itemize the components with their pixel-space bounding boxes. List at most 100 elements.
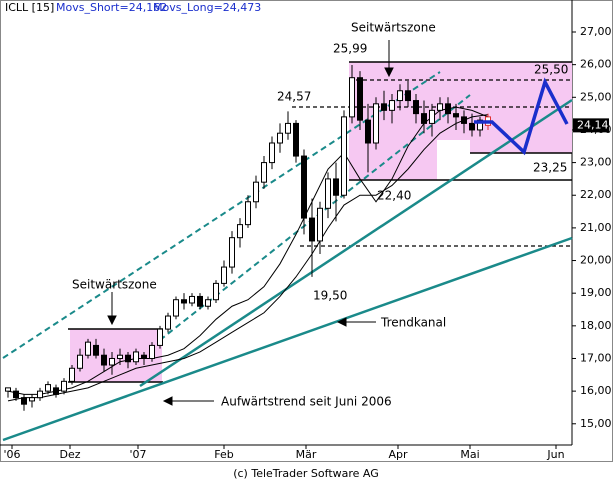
candle-body (397, 90, 403, 102)
candle-body (261, 162, 267, 183)
candle-body (221, 266, 227, 284)
annotation: Trendkanal (380, 316, 446, 330)
candle-body (437, 103, 443, 111)
candle-body (5, 387, 11, 392)
candle-body (173, 299, 179, 317)
trend-line (139, 98, 573, 388)
candle-body (301, 155, 307, 219)
header-ma: Movs_Short=24,162 (56, 1, 167, 14)
candle-body (109, 357, 115, 366)
header-ma: Movs_Long=24,473 (153, 1, 261, 14)
candle-body (149, 344, 155, 359)
y-tick-label: 20,00 (580, 254, 612, 267)
candle-body (477, 119, 483, 131)
zone-box (349, 62, 572, 180)
candle-body (413, 100, 419, 115)
candle-body (101, 354, 107, 366)
annotation: 22,40 (377, 189, 411, 203)
x-tick-label: '06 (3, 448, 20, 461)
candle-body (453, 113, 459, 118)
annotation: 25,50 (534, 63, 568, 77)
annotation: 25,99 (333, 42, 367, 56)
x-tick-label: Apr (388, 448, 408, 461)
candle-body (133, 351, 139, 363)
price-marker-label: 24,14 (577, 118, 609, 131)
candle-body (93, 344, 99, 356)
candle-body (325, 178, 331, 209)
y-tick-label: 22,00 (580, 188, 612, 201)
candle-body (69, 367, 75, 382)
candle-body (229, 237, 235, 268)
candle-body (357, 77, 363, 121)
candle-body (245, 201, 251, 226)
candle-body (13, 390, 19, 399)
candle-body (373, 103, 379, 144)
annotation: Seitwärtszone (72, 278, 157, 292)
trend-line (2, 236, 573, 442)
candle-body (421, 113, 427, 124)
arrow-head (384, 67, 394, 78)
candle-body (85, 341, 91, 356)
candle-body (29, 397, 35, 402)
candle-body (197, 295, 203, 307)
candle-body (205, 299, 211, 307)
candle-body (405, 90, 411, 102)
candle-body (365, 119, 371, 144)
projection (474, 77, 569, 156)
candle-body (333, 178, 339, 196)
candle-body (317, 207, 323, 242)
y-tick-label: 23,00 (580, 156, 612, 169)
y-tick-label: 27,00 (580, 25, 612, 38)
arrow-head (162, 396, 173, 406)
candle-body (341, 116, 347, 196)
candle-body (269, 142, 275, 164)
x-tick-label: Jun (546, 448, 564, 461)
arrow-head (107, 315, 117, 326)
candle-body (309, 217, 315, 242)
candle-body (429, 109, 435, 124)
candle-body (189, 295, 195, 304)
candle-body (277, 132, 283, 144)
candle-body (253, 181, 259, 203)
candle-body (237, 224, 243, 239)
zone-box (70, 329, 162, 382)
x-tick-label: Dez (59, 448, 80, 461)
candle-body (53, 387, 59, 395)
y-tick-label: 16,00 (580, 384, 612, 397)
candle-body (349, 77, 355, 118)
x-tick-label: '07 (129, 448, 146, 461)
y-tick-label: 15,00 (580, 417, 612, 430)
candle-body (469, 122, 475, 131)
candle-body (165, 315, 171, 330)
header-symbol: ICLL [15] (5, 1, 54, 14)
x-tick-label: Mai (460, 448, 479, 461)
y-tick-label: 19,00 (580, 286, 612, 299)
x-tick-label: Mär (296, 448, 317, 461)
arrow-head (336, 317, 347, 327)
candle-body (21, 397, 27, 405)
channel-line (159, 94, 471, 341)
copyright: (c) TeleTrader Software AG (233, 467, 379, 480)
moving-average (7, 114, 489, 402)
price-marker (573, 118, 609, 133)
candle-body (293, 122, 299, 157)
annotation: 24,57 (277, 90, 311, 104)
candle-body (461, 116, 467, 124)
candle-body (37, 390, 43, 399)
candle-body (157, 328, 163, 346)
y-tick-label: 21,00 (580, 221, 612, 234)
candle-body (445, 103, 451, 115)
candle-body (285, 122, 291, 134)
candle-body (117, 354, 123, 359)
candle-body (45, 384, 51, 392)
moving-average (7, 106, 489, 395)
annotation: 23,25 (533, 161, 567, 175)
y-tick-label: 18,00 (580, 319, 612, 332)
candle-body (125, 354, 131, 363)
annotation: Seitwärtszone (351, 21, 436, 35)
candle-body (61, 380, 67, 392)
annotation: Aufwärtstrend seit Juni 2006 (221, 395, 392, 409)
y-tick-label: 26,00 (580, 58, 612, 71)
y-tick-label: 25,00 (580, 90, 612, 103)
candle-body (381, 103, 387, 111)
